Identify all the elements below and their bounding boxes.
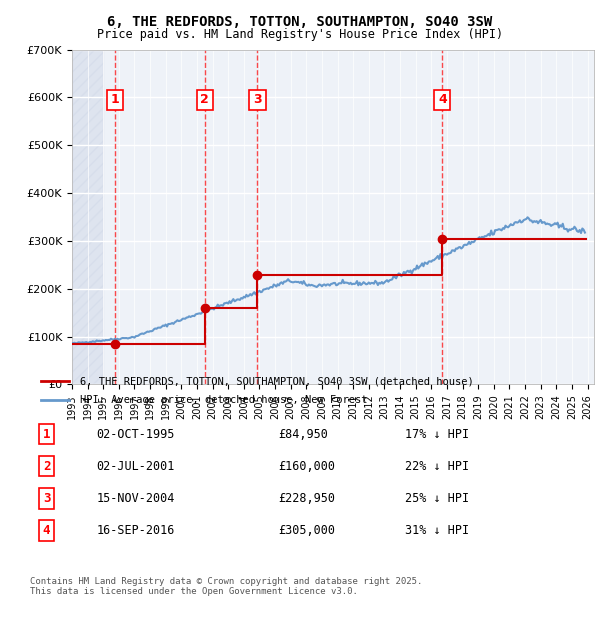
- Text: 02-JUL-2001: 02-JUL-2001: [96, 459, 175, 472]
- Text: 15-NOV-2004: 15-NOV-2004: [96, 492, 175, 505]
- Text: 16-SEP-2016: 16-SEP-2016: [96, 524, 175, 537]
- Text: 25% ↓ HPI: 25% ↓ HPI: [406, 492, 469, 505]
- Text: 22% ↓ HPI: 22% ↓ HPI: [406, 459, 469, 472]
- Text: £160,000: £160,000: [278, 459, 335, 472]
- Text: 31% ↓ HPI: 31% ↓ HPI: [406, 524, 469, 537]
- Text: 1: 1: [43, 428, 50, 441]
- Text: 4: 4: [438, 94, 447, 106]
- Text: Price paid vs. HM Land Registry's House Price Index (HPI): Price paid vs. HM Land Registry's House …: [97, 28, 503, 41]
- Text: 1: 1: [110, 94, 119, 106]
- Text: 2: 2: [200, 94, 209, 106]
- Text: 3: 3: [43, 492, 50, 505]
- Bar: [72, 50, 103, 384]
- Text: 2: 2: [43, 459, 50, 472]
- Text: 17% ↓ HPI: 17% ↓ HPI: [406, 428, 469, 441]
- Text: Contains HM Land Registry data © Crown copyright and database right 2025.
This d: Contains HM Land Registry data © Crown c…: [30, 577, 422, 596]
- Text: HPI: Average price, detached house, New Forest: HPI: Average price, detached house, New …: [80, 395, 367, 405]
- Text: £305,000: £305,000: [278, 524, 335, 537]
- Text: 3: 3: [253, 94, 262, 106]
- Text: 6, THE REDFORDS, TOTTON, SOUTHAMPTON, SO40 3SW: 6, THE REDFORDS, TOTTON, SOUTHAMPTON, SO…: [107, 16, 493, 30]
- Text: £228,950: £228,950: [278, 492, 335, 505]
- Text: 4: 4: [43, 524, 50, 537]
- Text: £84,950: £84,950: [278, 428, 328, 441]
- Text: 02-OCT-1995: 02-OCT-1995: [96, 428, 175, 441]
- Text: 6, THE REDFORDS, TOTTON, SOUTHAMPTON, SO40 3SW (detached house): 6, THE REDFORDS, TOTTON, SOUTHAMPTON, SO…: [80, 376, 473, 386]
